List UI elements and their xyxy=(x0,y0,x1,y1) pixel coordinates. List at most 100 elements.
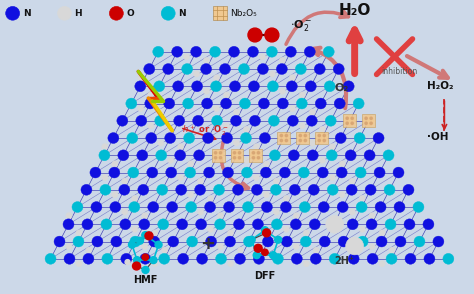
Circle shape xyxy=(348,253,359,264)
Circle shape xyxy=(191,46,201,57)
Circle shape xyxy=(135,81,146,92)
Circle shape xyxy=(253,174,260,181)
Circle shape xyxy=(316,133,327,143)
Circle shape xyxy=(318,202,329,213)
Circle shape xyxy=(102,174,108,181)
Circle shape xyxy=(383,150,394,161)
Circle shape xyxy=(128,167,139,178)
Circle shape xyxy=(282,236,292,247)
Circle shape xyxy=(218,213,224,219)
Circle shape xyxy=(92,236,103,247)
Circle shape xyxy=(323,139,326,142)
Circle shape xyxy=(267,81,278,92)
Circle shape xyxy=(329,253,340,264)
Circle shape xyxy=(177,143,184,150)
Circle shape xyxy=(147,92,154,98)
Circle shape xyxy=(344,115,355,126)
Circle shape xyxy=(252,184,263,195)
Circle shape xyxy=(109,167,120,178)
Circle shape xyxy=(279,57,285,64)
Circle shape xyxy=(250,150,262,161)
Circle shape xyxy=(130,236,141,247)
Circle shape xyxy=(109,6,123,20)
Text: +: + xyxy=(201,235,216,253)
Circle shape xyxy=(369,243,375,250)
Circle shape xyxy=(265,28,279,42)
Circle shape xyxy=(192,115,204,126)
Circle shape xyxy=(309,109,316,115)
FancyBboxPatch shape xyxy=(249,149,263,162)
Circle shape xyxy=(228,260,234,267)
Circle shape xyxy=(81,184,92,195)
Circle shape xyxy=(295,64,306,74)
Circle shape xyxy=(197,253,208,264)
Circle shape xyxy=(235,253,246,264)
Circle shape xyxy=(210,46,220,57)
Circle shape xyxy=(161,6,175,20)
Circle shape xyxy=(117,115,128,126)
Circle shape xyxy=(73,236,84,247)
Circle shape xyxy=(213,74,220,81)
Circle shape xyxy=(318,134,320,137)
Circle shape xyxy=(405,253,416,264)
Circle shape xyxy=(376,236,387,247)
Circle shape xyxy=(337,202,348,213)
Circle shape xyxy=(338,236,349,247)
Circle shape xyxy=(219,157,222,159)
Circle shape xyxy=(224,202,235,213)
Circle shape xyxy=(111,236,122,247)
Circle shape xyxy=(122,178,128,184)
Circle shape xyxy=(142,254,148,260)
Circle shape xyxy=(257,157,260,159)
Circle shape xyxy=(424,253,435,264)
Circle shape xyxy=(248,81,259,92)
Circle shape xyxy=(243,157,250,163)
Circle shape xyxy=(208,226,214,232)
Circle shape xyxy=(363,115,374,126)
Circle shape xyxy=(152,260,158,267)
Circle shape xyxy=(279,88,285,94)
Circle shape xyxy=(258,98,269,109)
FancyBboxPatch shape xyxy=(296,132,310,144)
Circle shape xyxy=(118,150,129,161)
Circle shape xyxy=(329,174,336,181)
Circle shape xyxy=(164,98,175,109)
Circle shape xyxy=(259,54,265,60)
Circle shape xyxy=(233,109,240,115)
Circle shape xyxy=(386,253,397,264)
Circle shape xyxy=(6,6,19,20)
Circle shape xyxy=(304,134,307,137)
Circle shape xyxy=(203,88,210,94)
Circle shape xyxy=(253,143,260,150)
Circle shape xyxy=(214,184,225,195)
FancyBboxPatch shape xyxy=(362,114,375,127)
Circle shape xyxy=(168,236,179,247)
Circle shape xyxy=(403,184,414,195)
Circle shape xyxy=(138,184,149,195)
Circle shape xyxy=(343,81,354,92)
Circle shape xyxy=(244,236,255,247)
Circle shape xyxy=(293,243,300,250)
Circle shape xyxy=(281,202,292,213)
Circle shape xyxy=(355,167,366,178)
Circle shape xyxy=(239,98,250,109)
Circle shape xyxy=(370,122,372,124)
Circle shape xyxy=(315,98,326,109)
Circle shape xyxy=(299,134,301,137)
Circle shape xyxy=(233,152,236,154)
Circle shape xyxy=(339,161,346,167)
Circle shape xyxy=(156,150,167,161)
Circle shape xyxy=(346,122,348,124)
Circle shape xyxy=(205,202,216,213)
Circle shape xyxy=(346,117,348,119)
Circle shape xyxy=(278,133,289,143)
Circle shape xyxy=(433,236,444,247)
Circle shape xyxy=(273,253,283,264)
Circle shape xyxy=(288,150,299,161)
Circle shape xyxy=(248,28,262,42)
Circle shape xyxy=(359,226,365,232)
Circle shape xyxy=(367,253,378,264)
Circle shape xyxy=(266,46,277,57)
Circle shape xyxy=(260,167,272,178)
Circle shape xyxy=(375,202,386,213)
